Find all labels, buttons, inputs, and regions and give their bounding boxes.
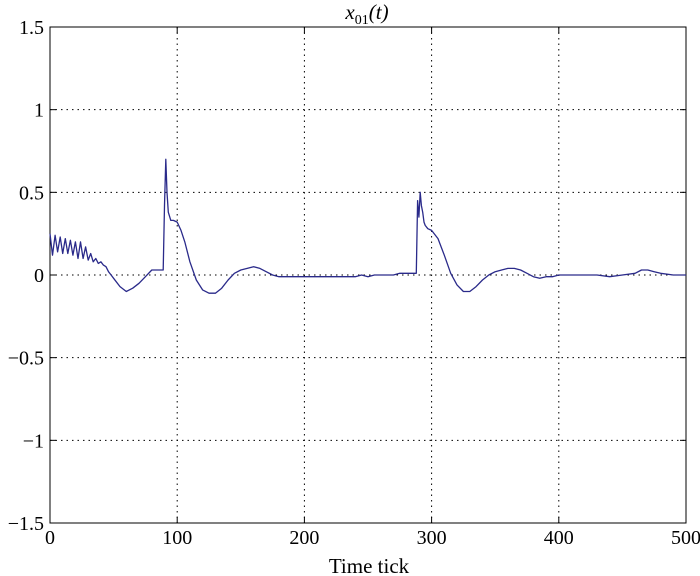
y-tick-label: −1.5 (8, 513, 44, 535)
y-tick-label: 1.5 (19, 17, 44, 39)
series-line (49, 158, 686, 294)
x-tick-labels: 0 100 200 300 400 500 (45, 527, 700, 549)
x-axis-title: Time tick (329, 554, 410, 576)
y-tick-label: 1 (34, 100, 44, 122)
y-tick-label: 0.5 (19, 182, 44, 204)
title-variable: x (344, 0, 355, 24)
x-tick-label: 0 (45, 527, 55, 549)
x-tick-label: 400 (544, 527, 574, 549)
title-argument: (t) (369, 0, 389, 24)
series-layer (49, 158, 686, 294)
grid-lines (50, 27, 686, 523)
x-tick-label: 300 (417, 527, 447, 549)
y-tick-label: −0.5 (8, 348, 44, 370)
x-tick-label: 100 (162, 527, 192, 549)
y-tick-label: 0 (34, 265, 44, 287)
y-tick-labels: −1.5 −1 −0.5 0 0.5 1 1.5 (8, 17, 44, 535)
y-tick-label: −1 (23, 430, 44, 452)
axis-ticks (49, 26, 687, 524)
x-tick-label: 500 (671, 527, 700, 549)
x-tick-label: 200 (289, 527, 319, 549)
title-subscript: 01 (355, 13, 369, 28)
chart-title: x01(t) (344, 0, 388, 28)
